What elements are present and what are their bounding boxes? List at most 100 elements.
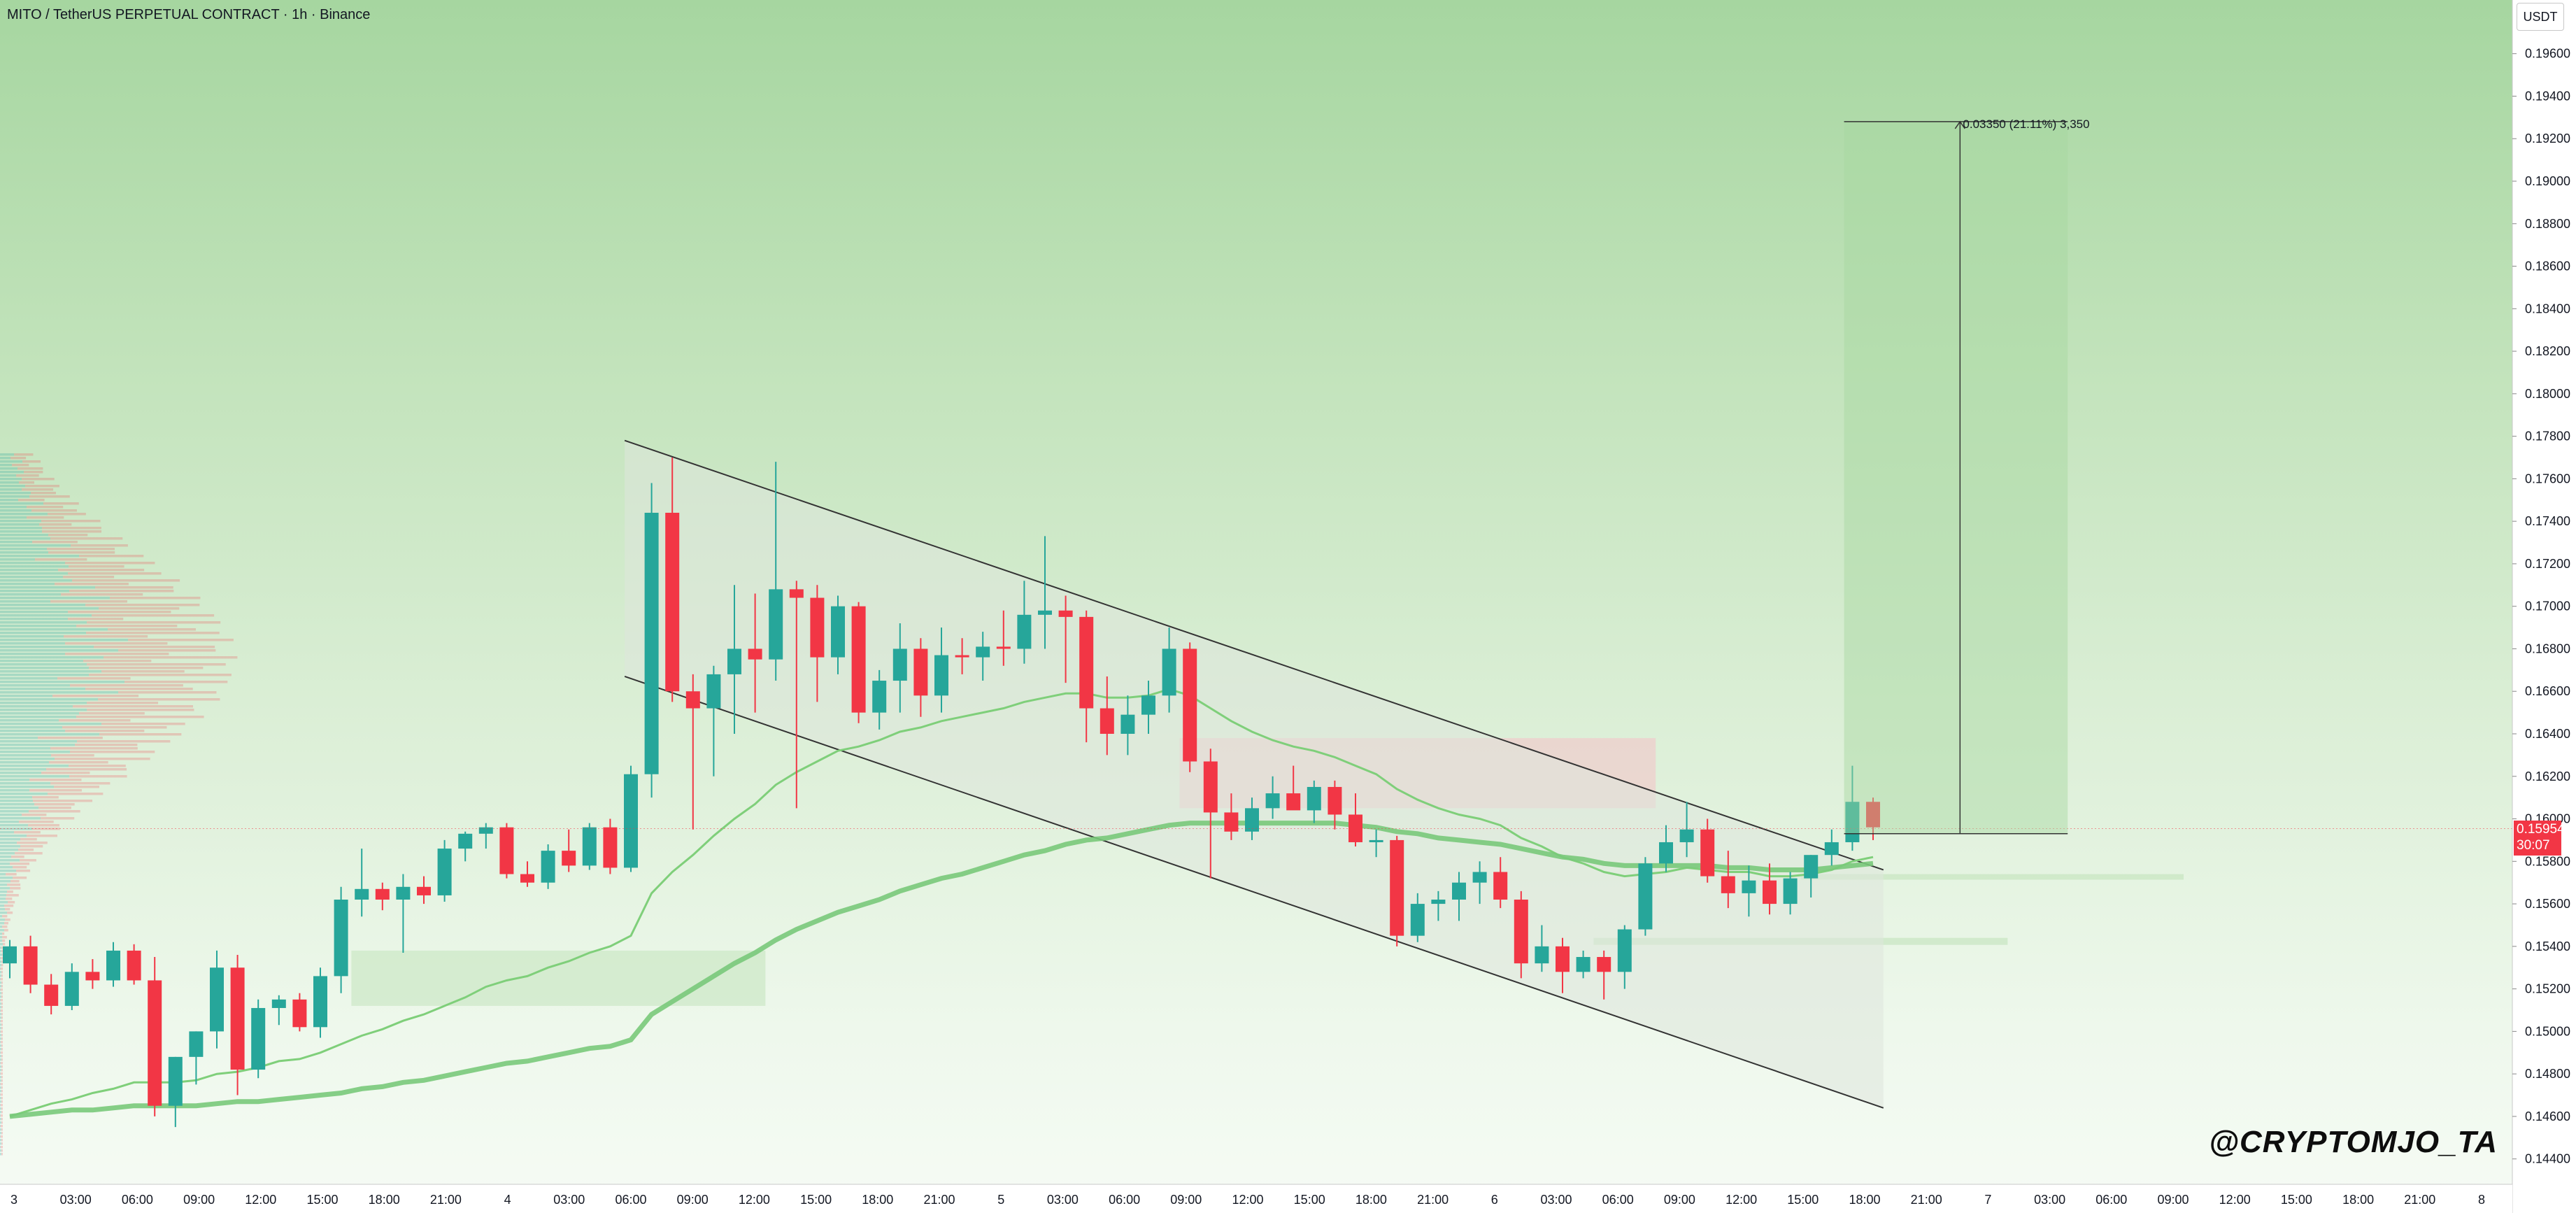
profile-bar-up xyxy=(0,838,20,841)
profile-bar-down xyxy=(31,492,56,495)
candle-body xyxy=(1576,957,1591,972)
profile-bar-up xyxy=(0,957,1,960)
profile-bar-up xyxy=(0,642,65,645)
profile-bar-down xyxy=(1,1146,3,1149)
profile-bar-down xyxy=(86,632,220,634)
profile-bar-down xyxy=(27,835,57,837)
profile-bar-down xyxy=(52,695,139,697)
measure-label: 0.03350 (21.11%) 3,350 xyxy=(1963,118,2090,131)
profile-bar-down xyxy=(124,681,228,683)
candle-body xyxy=(706,674,721,709)
profile-bar-down xyxy=(13,866,27,869)
profile-bar-down xyxy=(46,768,127,771)
profile-bar-down xyxy=(3,943,6,946)
profile-bar-down xyxy=(70,751,155,753)
y-tick-label: 0.18200 xyxy=(2525,344,2570,358)
profile-bar-down xyxy=(1,1107,3,1110)
y-tick-label: 0.16400 xyxy=(2525,727,2570,741)
profile-bar-up xyxy=(0,985,1,988)
currency-button[interactable]: USDT xyxy=(2517,3,2564,31)
profile-bar-down xyxy=(39,523,72,526)
profile-bar-down xyxy=(1,1079,3,1082)
candle-body xyxy=(1162,648,1176,696)
profile-bar-up xyxy=(0,953,2,956)
profile-bar-up xyxy=(0,768,46,771)
profile-bar-up xyxy=(0,999,1,1002)
profile-bar-down xyxy=(77,740,171,743)
candle-body xyxy=(769,589,783,660)
profile-bar-down xyxy=(1,1135,3,1138)
profile-bar-down xyxy=(29,495,70,498)
channel-fill xyxy=(625,440,1884,1108)
profile-bar-down xyxy=(69,590,174,593)
y-tick-label: 0.16200 xyxy=(2525,769,2570,783)
profile-bar-up xyxy=(0,639,128,641)
profile-bar-up xyxy=(0,758,55,760)
profile-bar-up xyxy=(0,660,83,662)
profile-bar-down xyxy=(47,548,115,551)
profile-bar-up xyxy=(0,1153,1,1156)
profile-bar-down xyxy=(2,939,6,942)
profile-bar-down xyxy=(42,527,101,530)
profile-bar-up xyxy=(0,719,59,722)
profile-bar-down xyxy=(99,607,180,610)
candle-body xyxy=(478,827,493,834)
profile-bar-up xyxy=(0,1055,1,1058)
candle-body xyxy=(748,648,762,660)
y-tick-label: 0.17000 xyxy=(2525,600,2570,613)
profile-bar-down xyxy=(94,646,215,648)
profile-bar-up xyxy=(0,1121,1,1124)
candle-body xyxy=(1349,814,1362,842)
profile-bar-up xyxy=(0,737,38,739)
profile-bar-down xyxy=(69,775,127,778)
profile-bar-up xyxy=(0,978,1,981)
candle-body xyxy=(1141,695,1155,715)
profile-bar-up xyxy=(0,849,18,851)
profile-bar-up xyxy=(0,520,41,523)
measure-tool xyxy=(0,120,2512,835)
profile-bar-up xyxy=(0,684,70,687)
profile-bar-up xyxy=(0,1023,1,1026)
profile-bar-up xyxy=(0,506,27,509)
y-tick-label: 0.17400 xyxy=(2525,514,2570,528)
profile-bar-up xyxy=(0,1135,1,1138)
candle-body xyxy=(976,646,990,658)
candle-body xyxy=(1597,957,1611,972)
profile-bar-up xyxy=(0,481,19,484)
profile-bar-down xyxy=(87,621,221,624)
candle-body xyxy=(603,827,618,868)
channel-lower-line xyxy=(624,676,1884,1109)
profile-bar-up xyxy=(0,471,24,474)
profile-bar-down xyxy=(62,726,167,729)
x-tick-label: 09:00 xyxy=(1170,1193,1202,1207)
profile-bar-down xyxy=(4,905,14,907)
profile-bar-down xyxy=(101,723,185,725)
profile-bar-down xyxy=(83,660,152,662)
profile-bar-up xyxy=(0,502,43,505)
profile-bar-up xyxy=(0,523,39,526)
current-price-label: 0.15954 30:07 xyxy=(2514,821,2565,856)
candle-body xyxy=(1265,793,1280,809)
candle-body xyxy=(23,946,38,985)
profile-bar-up xyxy=(0,555,79,558)
profile-bar-down xyxy=(79,555,144,558)
profile-bar-up xyxy=(0,918,5,921)
x-tick-label: 4 xyxy=(504,1193,511,1207)
profile-bar-up xyxy=(0,712,79,715)
profile-bar-up xyxy=(0,911,7,914)
profile-bar-up xyxy=(0,960,1,963)
profile-bar-up xyxy=(0,1083,1,1086)
profile-bar-down xyxy=(75,744,138,746)
x-tick-label: 3 xyxy=(10,1193,17,1207)
profile-bar-up xyxy=(0,1114,1,1117)
profile-bar-down xyxy=(2,925,8,928)
profile-bar-down xyxy=(1,999,3,1002)
profile-bar-up xyxy=(0,1146,1,1149)
profile-bar-down xyxy=(87,709,194,711)
profile-bar-up xyxy=(0,579,72,582)
profile-bar-down xyxy=(31,509,77,512)
profile-bar-up xyxy=(0,852,15,855)
profile-bar-down xyxy=(1,1100,3,1103)
